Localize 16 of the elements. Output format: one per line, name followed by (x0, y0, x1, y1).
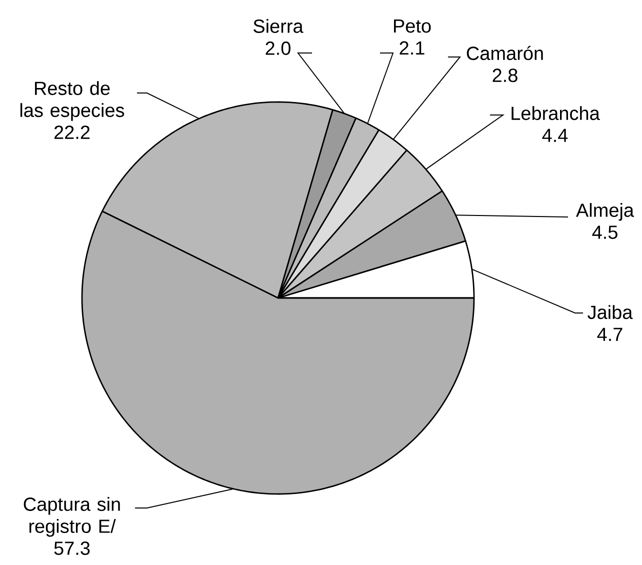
slice-label: Captura sin registro E/ (24, 497, 120, 537)
slice-label: Almeja (576, 203, 634, 221)
data-label: 4.4 (542, 128, 568, 142)
slice-label: Jaiba (588, 305, 633, 320)
slice-label: Lebrancha (512, 106, 600, 120)
data-label: 22.2 (54, 126, 90, 139)
data-label: 2.8 (492, 68, 518, 82)
data-label: 57.3 (54, 542, 90, 555)
data-label: 4.7 (597, 328, 622, 341)
slice-label: Camarón (466, 46, 543, 60)
slice-label: Peto (394, 19, 431, 33)
data-label: 2.0 (266, 42, 290, 55)
slice-label: Sierra (254, 19, 304, 33)
data-label: 2.1 (400, 41, 424, 55)
slice-label: Resto de las especies (20, 81, 124, 121)
data-label: 4.5 (592, 226, 618, 239)
